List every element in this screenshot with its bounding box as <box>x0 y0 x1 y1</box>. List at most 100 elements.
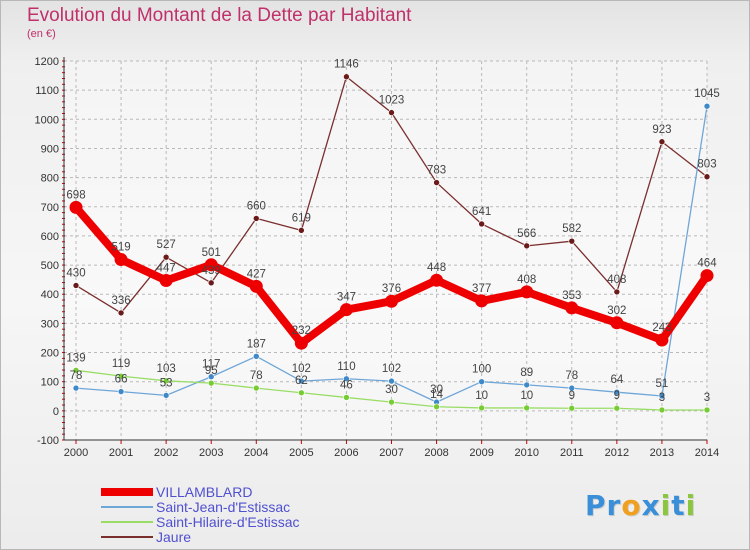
data-label: 243 <box>652 322 671 334</box>
x-tick-label: 2008 <box>424 447 448 459</box>
data-label: 923 <box>652 124 671 136</box>
data-point <box>69 200 83 214</box>
data-point <box>343 73 350 81</box>
data-point <box>613 288 621 296</box>
data-point <box>478 378 485 385</box>
data-label: 408 <box>607 274 626 286</box>
data-point <box>658 406 666 414</box>
data-point <box>388 398 395 406</box>
data-label: 30 <box>430 384 443 396</box>
y-tick-label: 900 <box>41 143 59 155</box>
data-label: 46 <box>340 379 353 391</box>
data-point <box>523 404 531 412</box>
data-label: 566 <box>517 228 536 240</box>
data-point <box>114 253 128 267</box>
data-label: 117 <box>202 359 220 371</box>
data-point <box>658 392 666 400</box>
data-point <box>613 388 621 396</box>
series-villamblard <box>69 200 714 350</box>
data-label: 89 <box>520 367 533 379</box>
data-label: 62 <box>295 375 308 387</box>
data-label: 302 <box>607 305 626 317</box>
data-label: 66 <box>115 374 128 386</box>
data-label: 3 <box>704 392 710 404</box>
data-label: 10 <box>520 390 533 402</box>
data-point <box>703 102 711 110</box>
data-label: 30 <box>385 384 398 396</box>
x-tick-label: 2014 <box>695 447 719 459</box>
data-label: 376 <box>382 283 401 295</box>
x-tick-label: 2002 <box>154 447 178 459</box>
data-point <box>388 377 395 385</box>
data-label: 51 <box>656 378 669 390</box>
y-tick-label: 300 <box>41 318 59 330</box>
data-point <box>72 384 80 392</box>
data-label: 641 <box>472 206 491 218</box>
data-label: 9 <box>569 390 575 402</box>
data-point <box>433 179 440 186</box>
y-tick-label: 700 <box>41 202 59 214</box>
data-label: 619 <box>292 212 311 224</box>
data-label: 102 <box>382 363 401 375</box>
y-tick-label: 400 <box>41 289 59 301</box>
data-point <box>298 227 305 234</box>
data-label: 232 <box>292 325 311 337</box>
data-label: 1023 <box>379 95 405 107</box>
data-point <box>343 375 350 383</box>
x-tick-label: 2013 <box>650 447 674 459</box>
data-label: 430 <box>66 267 85 279</box>
data-point <box>520 285 534 299</box>
data-label: 10 <box>475 390 488 402</box>
data-point <box>339 303 353 317</box>
data-point <box>72 367 80 374</box>
data-point <box>655 333 669 347</box>
data-label: 110 <box>337 361 355 373</box>
data-label: 377 <box>472 283 491 295</box>
x-tick-label: 2004 <box>244 447 268 459</box>
data-label: 64 <box>610 374 623 386</box>
data-label: 187 <box>247 338 266 350</box>
x-tick-label: 2009 <box>469 447 493 459</box>
data-point <box>430 273 444 287</box>
data-label: 353 <box>562 290 581 302</box>
data-point <box>117 388 125 395</box>
data-point <box>565 301 579 315</box>
x-tick-label: 2000 <box>64 447 88 459</box>
x-tick-label: 2003 <box>199 447 223 459</box>
data-label: 660 <box>247 200 266 212</box>
data-label: 447 <box>157 263 176 275</box>
series-saint-jean-d-estissac <box>72 102 711 406</box>
y-tick-label: 1000 <box>35 114 59 126</box>
data-label: 336 <box>111 295 130 307</box>
data-label: 78 <box>70 370 83 382</box>
proxiti-logo: Proxiti <box>585 489 697 522</box>
y-tick-label: 500 <box>41 260 59 272</box>
data-point <box>478 404 485 412</box>
y-tick-label: 100 <box>41 377 59 389</box>
data-point <box>207 379 215 387</box>
data-point <box>568 404 576 412</box>
data-label: 347 <box>337 292 356 304</box>
data-point <box>610 316 624 330</box>
chart-title: Evolution du Montant de la Dette par Hab… <box>27 5 412 26</box>
data-label: 3 <box>659 392 665 404</box>
chart-subtitle: (en €) <box>27 28 56 40</box>
data-label: 698 <box>66 189 85 201</box>
y-tick-label: 200 <box>41 348 59 360</box>
legend-swatch <box>101 536 153 538</box>
legend-label: VILLAMBLARD <box>156 484 253 500</box>
legend-label: Saint-Jean-d'Estissac <box>156 499 291 515</box>
data-point <box>204 258 218 272</box>
data-point <box>252 215 260 222</box>
data-point <box>478 220 485 228</box>
data-label: 139 <box>66 352 85 364</box>
data-point <box>388 109 395 116</box>
data-label: 78 <box>565 370 578 382</box>
y-tick-label: -100 <box>37 435 59 447</box>
plot-area <box>64 61 707 440</box>
data-point <box>298 389 305 397</box>
x-tick-label: 2001 <box>109 447 133 459</box>
data-point <box>162 253 170 261</box>
